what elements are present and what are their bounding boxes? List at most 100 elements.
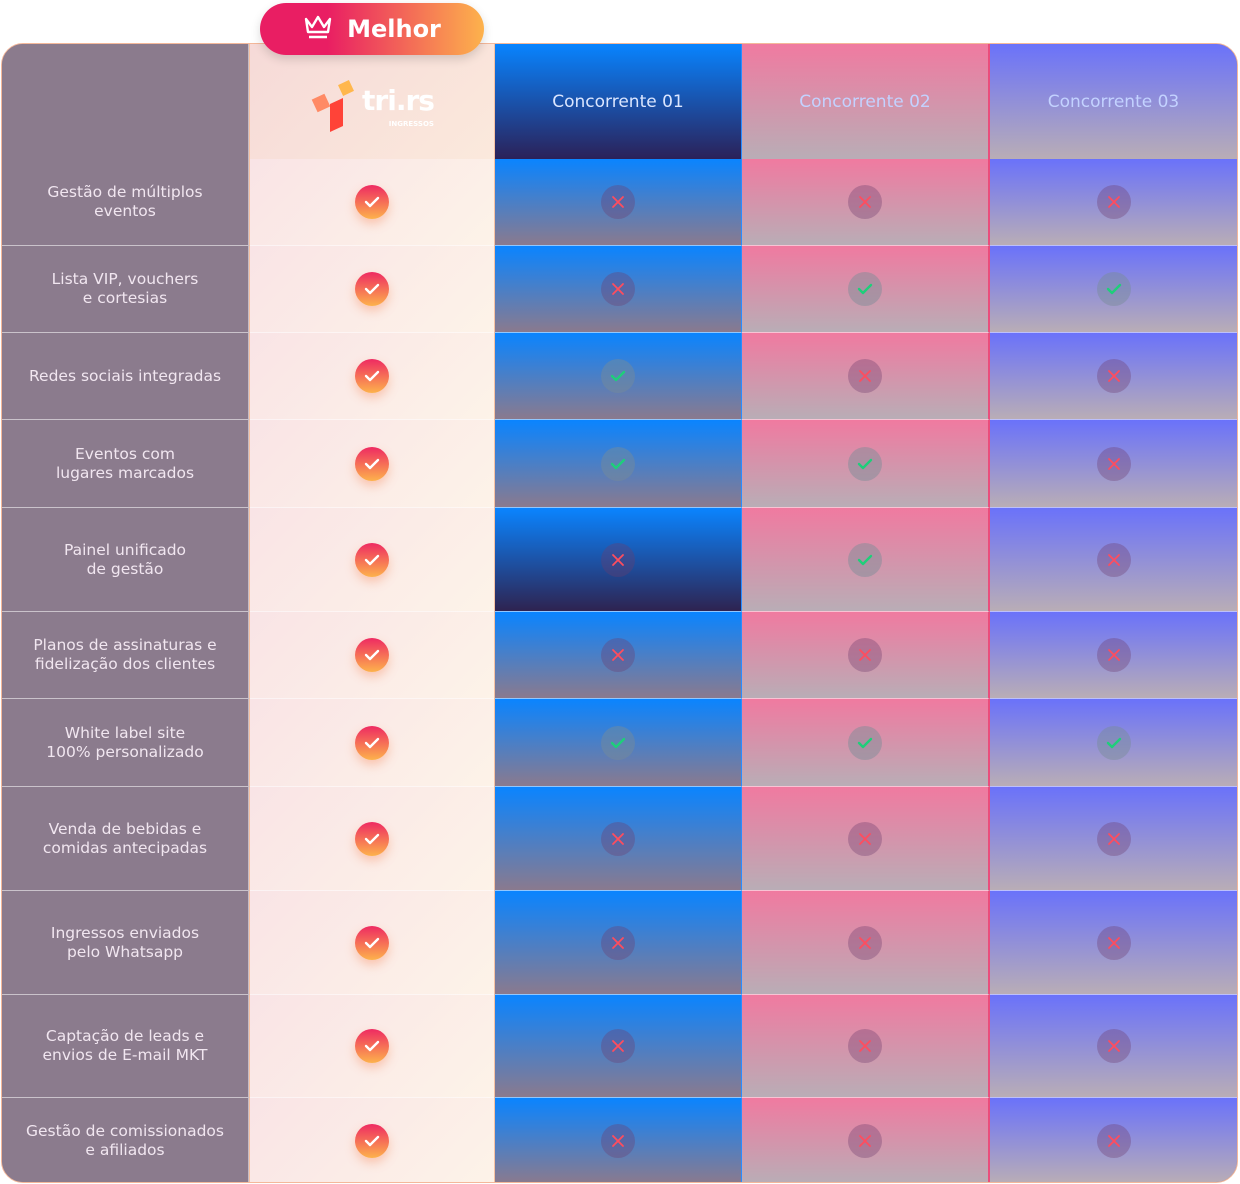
comparison-table: tri.rs INGRESSOS Concorrente 01 Concorren… (1, 43, 1238, 1183)
cross-icon (601, 821, 635, 856)
cross-icon (601, 272, 635, 306)
check-icon (601, 446, 635, 481)
competitor-cell (990, 1098, 1237, 1182)
check-icon (355, 1029, 389, 1063)
check-icon (1096, 272, 1131, 306)
brand-cell (249, 508, 495, 612)
competitor-cell (495, 891, 741, 995)
competitor-cell (495, 333, 741, 420)
brand-cell (249, 891, 495, 995)
competitor-cell (495, 995, 741, 1098)
cross-icon (601, 638, 635, 672)
competitor-cell (495, 612, 741, 699)
competitor-cell (495, 159, 741, 246)
competitor-cell (990, 612, 1237, 699)
competitor-cell (990, 508, 1237, 612)
brand-header: tri.rs INGRESSOS (249, 44, 495, 159)
brand-name: tri.rs (362, 84, 435, 117)
check-icon (355, 725, 389, 760)
brand-cell (249, 699, 495, 787)
check-icon (1096, 725, 1131, 760)
competitor-cell (741, 159, 990, 246)
feature-label: Gestão de comissionados e afiliados (2, 1098, 249, 1182)
badge-label: Melhor (347, 15, 441, 43)
competitor-cell (495, 699, 741, 787)
feature-label: Redes sociais integradas (2, 333, 249, 420)
brand-cell (249, 333, 495, 420)
feature-label: Venda de bebidas e comidas antecipadas (2, 787, 249, 891)
brand-cell (249, 420, 495, 508)
competitor-cell (495, 787, 741, 891)
check-icon (355, 359, 389, 393)
cross-icon (1096, 821, 1131, 856)
brand-sub: INGRESSOS (388, 120, 434, 128)
cross-icon (601, 1029, 635, 1063)
competitor-cell (495, 420, 741, 508)
check-icon (355, 185, 389, 219)
competitor-cell (990, 787, 1237, 891)
competitor-header-2: Concorrente 02 (741, 44, 990, 159)
brand-cell (249, 1098, 495, 1182)
check-icon (355, 638, 389, 672)
cross-icon (1096, 925, 1131, 960)
check-icon (848, 272, 882, 306)
competitor-header-1: Concorrente 01 (495, 44, 741, 159)
competitor-cell (990, 699, 1237, 787)
brand-cell (249, 995, 495, 1098)
cross-icon (1096, 638, 1131, 672)
check-icon (848, 446, 882, 481)
cross-icon (1096, 446, 1131, 481)
crown-icon (303, 13, 333, 45)
brand-cell (249, 787, 495, 891)
check-icon (355, 1123, 389, 1158)
competitor-cell (741, 246, 990, 333)
logo-mark-icon (311, 79, 355, 132)
competitor-cell (741, 995, 990, 1098)
cross-icon (601, 1123, 635, 1158)
cross-icon (1096, 1123, 1131, 1158)
check-icon (601, 359, 635, 393)
cross-icon (601, 925, 635, 960)
cross-icon (601, 542, 635, 577)
brand-cell (249, 612, 495, 699)
competitor-cell (741, 420, 990, 508)
cross-icon (848, 1029, 882, 1063)
cross-icon (1096, 185, 1131, 219)
best-badge: Melhor (260, 3, 484, 55)
check-icon (355, 272, 389, 306)
check-icon (355, 821, 389, 856)
competitor-cell (741, 891, 990, 995)
brand-cell (249, 246, 495, 333)
feature-label: White label site 100% personalizado (2, 699, 249, 787)
brand-cell (249, 159, 495, 246)
brand-logo: tri.rs INGRESSOS (310, 78, 435, 136)
competitor-cell (495, 246, 741, 333)
feature-label: Gestão de múltiplos eventos (2, 159, 249, 246)
cross-icon (848, 925, 882, 960)
competitor-cell (990, 995, 1237, 1098)
competitor-cell (990, 420, 1237, 508)
competitor-header-3: Concorrente 03 (990, 44, 1237, 159)
check-icon (355, 925, 389, 960)
cross-icon (1096, 542, 1131, 577)
check-icon (601, 725, 635, 760)
feature-label: Captação de leads e envios de E-mail MKT (2, 995, 249, 1098)
cross-icon (1096, 1029, 1131, 1063)
competitor-cell (741, 699, 990, 787)
feature-label: Lista VIP, vouchers e cortesias (2, 246, 249, 333)
feature-label: Ingressos enviados pelo Whatsapp (2, 891, 249, 995)
competitor-cell (741, 612, 990, 699)
check-icon (848, 542, 882, 577)
competitor-cell (990, 891, 1237, 995)
competitor-cell (495, 508, 741, 612)
check-icon (355, 542, 389, 577)
competitor-cell (741, 333, 990, 420)
feature-label: Painel unificado de gestão (2, 508, 249, 612)
cross-icon (848, 638, 882, 672)
cross-icon (848, 185, 882, 219)
cross-icon (848, 1123, 882, 1158)
competitor-cell (495, 1098, 741, 1182)
competitor-cell (990, 159, 1237, 246)
cross-icon (848, 359, 882, 393)
cross-icon (848, 821, 882, 856)
